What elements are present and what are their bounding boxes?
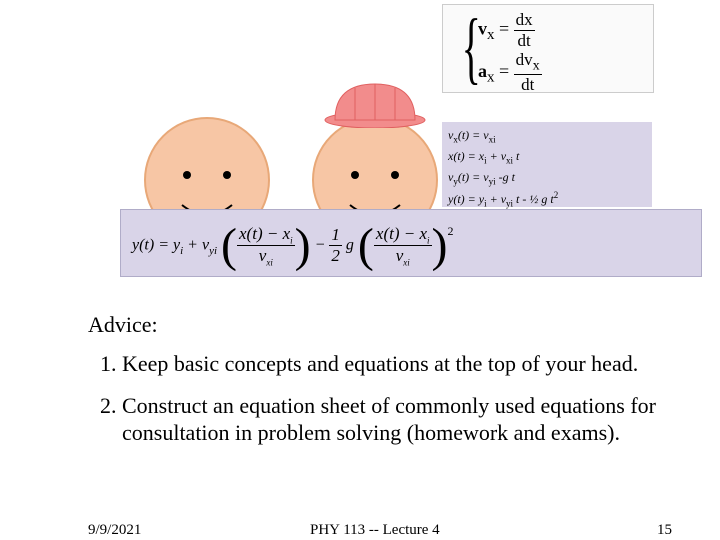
kinematics-equations-box: vx(t) = vxi x(t) = xi + vxi t vy(t) = vy… <box>442 122 652 207</box>
fraction-dvx-dt: dvx dt <box>514 50 542 95</box>
acceleration-derivative-equation: ax = dvx dt <box>478 50 542 95</box>
advice-item-1: Keep basic concepts and equations at the… <box>122 350 704 378</box>
eq-vx: vx(t) = vxi <box>448 126 646 147</box>
advice-heading: Advice: <box>88 312 158 338</box>
footer-center: PHY 113 -- Lecture 4 <box>310 522 440 539</box>
eq-vy: vy(t) = vyi -g t <box>448 168 646 189</box>
vector-a: a <box>478 61 487 81</box>
eq-x: x(t) = xi + vxi t <box>448 147 646 168</box>
velocity-derivative-equation: vx = dx dt <box>478 10 535 51</box>
footer-date: 9/9/2021 <box>88 522 141 539</box>
fraction-dx-dt: dx dt <box>514 10 535 51</box>
trajectory-equation: y(t) = yi + vyi (x(t) − xivxi) − 12 g (x… <box>132 224 454 268</box>
footer-page-number: 15 <box>657 522 672 539</box>
vector-v: v <box>478 19 487 39</box>
eq-y: y(t) = yi + vyi t - ½ g t2 <box>448 188 646 211</box>
thinking-cap <box>323 80 427 128</box>
advice-item-2: Construct an equation sheet of commonly … <box>122 392 704 447</box>
advice-list: Keep basic concepts and equations at the… <box>88 350 704 461</box>
